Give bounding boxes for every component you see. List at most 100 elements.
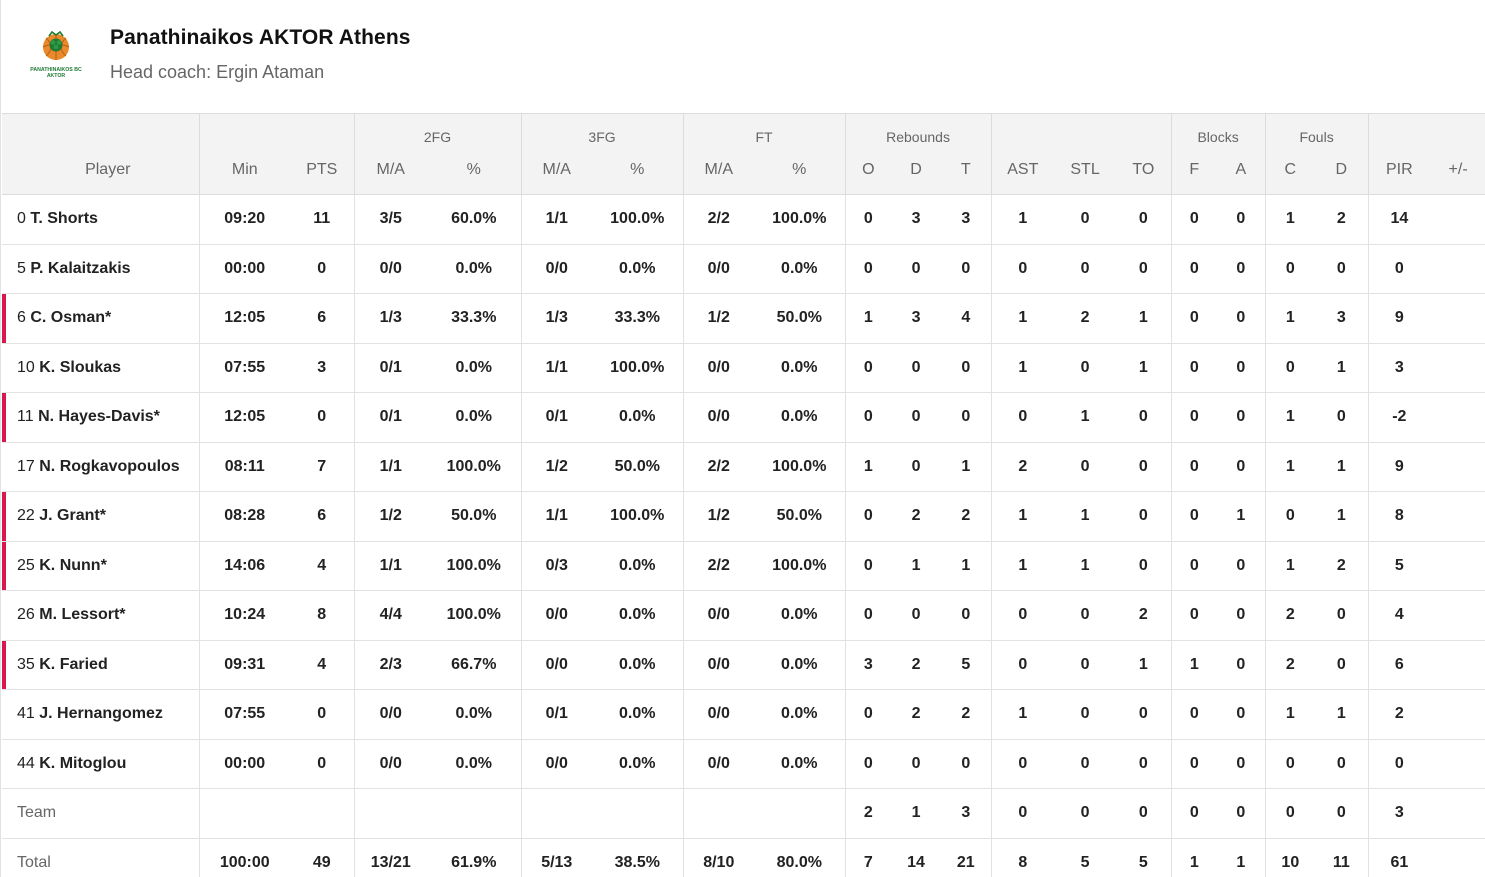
col-3fg-ma[interactable]: M/A bbox=[520, 146, 593, 195]
team-name: Panathinaikos AKTOR Athens bbox=[110, 26, 411, 49]
stat-foul-d: 3 bbox=[1315, 293, 1369, 344]
stat-to: 1 bbox=[1116, 640, 1172, 690]
stat-fg2-pct: 66.7% bbox=[427, 640, 522, 690]
stat-fg3-pct: 0.0% bbox=[592, 689, 684, 740]
col-pir[interactable]: PIR bbox=[1367, 146, 1431, 195]
stat-foul-d: 2 bbox=[1315, 541, 1369, 591]
col-blk-a[interactable]: A bbox=[1217, 146, 1266, 195]
player-cell[interactable]: 44 K. Mitoglou bbox=[2, 739, 199, 789]
player-row[interactable]: 6 C. Osman* 12:05 6 1/3 33.3% 1/3 33.3% 1/2 50.0… bbox=[2, 293, 1485, 344]
col-min[interactable]: Min bbox=[198, 146, 290, 195]
player-name[interactable]: P. Kalaitzakis bbox=[30, 259, 131, 277]
player-name[interactable]: T. Shorts bbox=[30, 210, 98, 228]
player-name[interactable]: K. Mitoglou bbox=[39, 754, 127, 772]
stat-ast: 0 bbox=[990, 739, 1055, 789]
stat-ast: 1 bbox=[990, 689, 1055, 740]
player-cell[interactable]: 41 J. Hernangomez bbox=[2, 689, 199, 740]
stat-fg2-ma: 2/3 bbox=[353, 640, 427, 690]
player-cell[interactable]: 6 C. Osman* bbox=[2, 293, 199, 344]
col-foul-d[interactable]: D bbox=[1315, 146, 1369, 195]
stat-reb-t: 2 bbox=[941, 689, 992, 740]
col-plus-minus[interactable]: +/- bbox=[1430, 146, 1485, 195]
player-name[interactable]: N. Hayes-Davis* bbox=[38, 408, 160, 426]
player-name[interactable]: J. Grant* bbox=[39, 507, 106, 525]
col-3fg-pct[interactable]: % bbox=[592, 146, 684, 195]
col-foul-c[interactable]: C bbox=[1264, 146, 1316, 195]
jersey-number: 5 bbox=[17, 259, 26, 277]
stat-fg3-ma: 0/0 bbox=[520, 590, 593, 641]
stat-pir: 14 bbox=[1367, 194, 1431, 245]
player-cell[interactable]: 0 T. Shorts bbox=[2, 194, 199, 245]
col-pts[interactable]: PTS bbox=[290, 146, 354, 195]
col-2fg-ma[interactable]: M/A bbox=[353, 146, 427, 195]
col-2fg-pct[interactable]: % bbox=[427, 146, 522, 195]
svg-text:PANATHINAIKOS BC: PANATHINAIKOS BC bbox=[30, 67, 82, 73]
stat-reb-o: 0 bbox=[844, 392, 892, 443]
player-cell[interactable]: 25 K. Nunn* bbox=[2, 541, 199, 591]
stat-ft-ma: 2/2 bbox=[682, 541, 755, 591]
stat-foul-d: 0 bbox=[1315, 392, 1369, 443]
player-name[interactable]: C. Osman* bbox=[30, 309, 112, 327]
col-ast[interactable]: AST bbox=[990, 146, 1055, 195]
col-reb-d[interactable]: D bbox=[891, 146, 942, 195]
player-cell[interactable]: 22 J. Grant* bbox=[2, 491, 199, 542]
stat-pir: 9 bbox=[1367, 442, 1431, 492]
player-row[interactable]: 41 J. Hernangomez 07:55 0 0/0 0.0% 0/1 0.0% 0/0… bbox=[2, 689, 1485, 740]
stat-fg2-pct: 33.3% bbox=[427, 293, 522, 344]
col-stl[interactable]: STL bbox=[1054, 146, 1117, 195]
player-row[interactable]: 25 K. Nunn* 14:06 4 1/1 100.0% 0/3 0.0% 2/2 100.… bbox=[2, 541, 1485, 591]
stat-pir: 61 bbox=[1367, 838, 1431, 877]
player-name[interactable]: J. Hernangomez bbox=[39, 705, 163, 723]
stat-pts: 49 bbox=[312, 854, 331, 871]
player-name[interactable]: N. Rogkavopoulos bbox=[39, 457, 180, 475]
player-cell[interactable]: 35 K. Faried bbox=[2, 640, 199, 690]
col-blk-f[interactable]: F bbox=[1170, 146, 1218, 195]
player-name[interactable]: K. Nunn* bbox=[39, 556, 107, 574]
player-row[interactable]: 11 N. Hayes-Davis* 12:05 0 0/1 0.0% 0/1 0.0% 0/… bbox=[2, 392, 1485, 443]
stat-foul-d: 1 bbox=[1315, 689, 1369, 740]
col-reb-o[interactable]: O bbox=[844, 146, 892, 195]
stat-ft-pct: 50.0% bbox=[754, 293, 846, 344]
col-player[interactable]: Player bbox=[2, 146, 199, 195]
player-name[interactable]: K. Sloukas bbox=[39, 358, 122, 376]
player-cell[interactable]: 17 N. Rogkavopoulos bbox=[2, 442, 199, 492]
starter-indicator bbox=[2, 541, 6, 590]
player-cell[interactable]: 10 K. Sloukas bbox=[2, 343, 199, 393]
stat-min: 09:20 bbox=[198, 194, 290, 245]
stat-ast: 1 bbox=[990, 194, 1055, 245]
player-row[interactable]: 5 P. Kalaitzakis 00:00 0 0/0 0.0% 0/0 0.0% 0/0 0… bbox=[2, 244, 1485, 294]
stat-blk-f: 0 bbox=[1170, 788, 1218, 839]
stat-fg3-ma: 1/1 bbox=[520, 194, 593, 245]
stat-reb-d: 3 bbox=[891, 293, 942, 344]
player-row[interactable]: 44 K. Mitoglou 00:00 0 0/0 0.0% 0/0 0.0% 0/0 0.0… bbox=[2, 739, 1485, 789]
stat-blk-f: 0 bbox=[1170, 442, 1218, 492]
player-cell[interactable]: 26 M. Lessort* bbox=[2, 590, 199, 641]
stat-fg3-pct: 33.3% bbox=[592, 293, 684, 344]
stat-blk-f: 0 bbox=[1170, 590, 1218, 641]
starter-indicator bbox=[2, 640, 6, 689]
stat-blk-f: 0 bbox=[1170, 392, 1218, 443]
col-ft-ma[interactable]: M/A bbox=[682, 146, 755, 195]
group-header-row: 2FG 3FG FT Rebounds Blocks Fouls bbox=[2, 113, 1485, 147]
player-row[interactable]: 35 K. Faried 09:31 4 2/3 66.7% 0/0 0.0% 0/0 0.0%… bbox=[2, 640, 1485, 690]
stat-pir: 4 bbox=[1367, 590, 1431, 641]
player-name[interactable]: K. Faried bbox=[39, 655, 108, 673]
col-ft-pct[interactable]: % bbox=[754, 146, 846, 195]
player-name[interactable]: M. Lessort* bbox=[39, 606, 126, 624]
stat-fg3-ma bbox=[520, 788, 593, 839]
player-row[interactable]: 22 J. Grant* 08:28 6 1/2 50.0% 1/1 100.0% 1/2 50… bbox=[2, 491, 1485, 542]
stat-foul-c: 0 bbox=[1264, 491, 1316, 542]
player-cell[interactable]: 11 N. Hayes-Davis* bbox=[2, 392, 199, 443]
stat-stl: 2 bbox=[1054, 293, 1117, 344]
stat-min: 07:55 bbox=[198, 343, 290, 393]
player-row[interactable]: 26 M. Lessort* 10:24 8 4/4 100.0% 0/0 0.0% 0/0 0… bbox=[2, 590, 1485, 641]
player-row[interactable]: 17 N. Rogkavopoulos 08:11 7 1/1 100.0% 1/2 50.… bbox=[2, 442, 1485, 492]
player-row[interactable]: 10 K. Sloukas 07:55 3 0/1 0.0% 1/1 100.0% 0/0 0.… bbox=[2, 343, 1485, 393]
player-row[interactable]: 0 T. Shorts 09:20 11 3/5 60.0% 1/1 100.0% 2/2 10… bbox=[2, 194, 1485, 245]
col-to[interactable]: TO bbox=[1116, 146, 1172, 195]
col-reb-t[interactable]: T bbox=[941, 146, 992, 195]
stat-foul-c: 1 bbox=[1264, 541, 1316, 591]
player-cell[interactable]: 5 P. Kalaitzakis bbox=[2, 244, 199, 294]
stat-foul-c: 2 bbox=[1264, 640, 1316, 690]
stat-reb-o: 0 bbox=[844, 590, 892, 641]
